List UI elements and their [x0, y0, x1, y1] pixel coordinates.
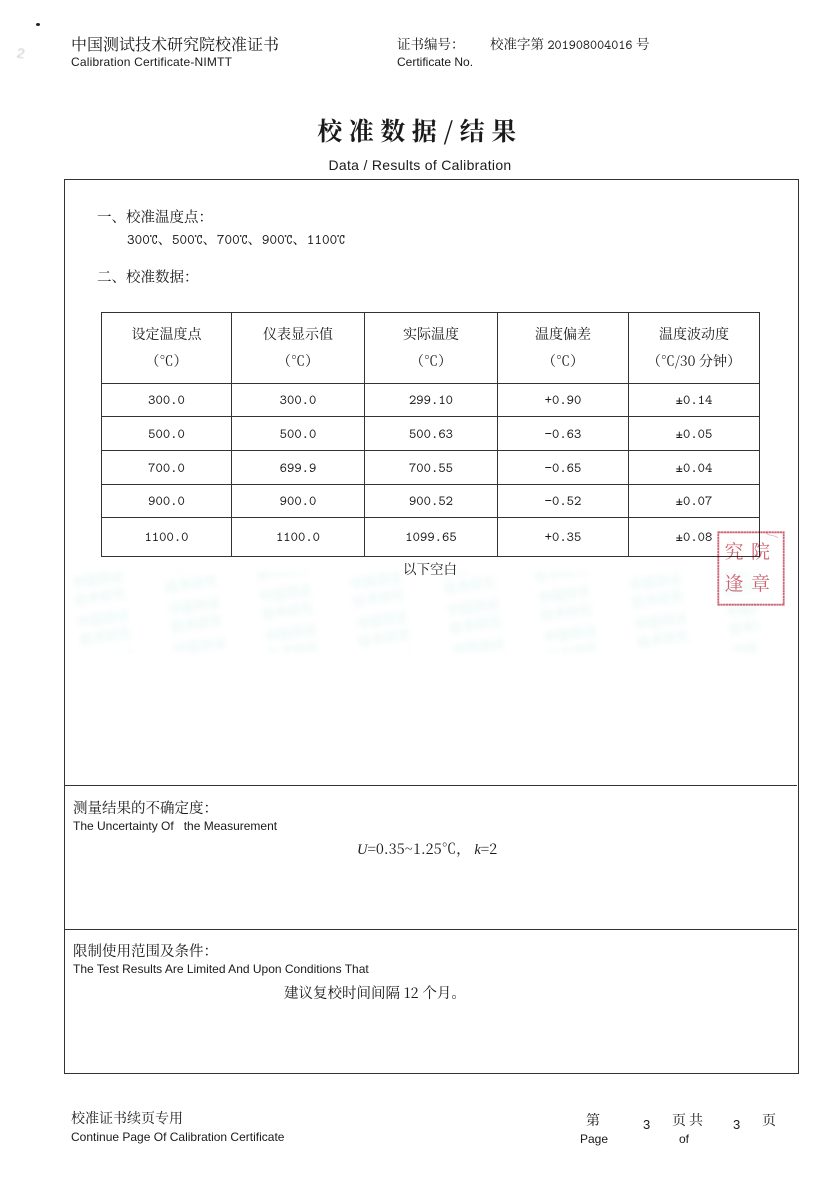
svg-text:逢章: 逢章	[724, 569, 777, 596]
svg-text:究院: 究院	[724, 537, 777, 564]
